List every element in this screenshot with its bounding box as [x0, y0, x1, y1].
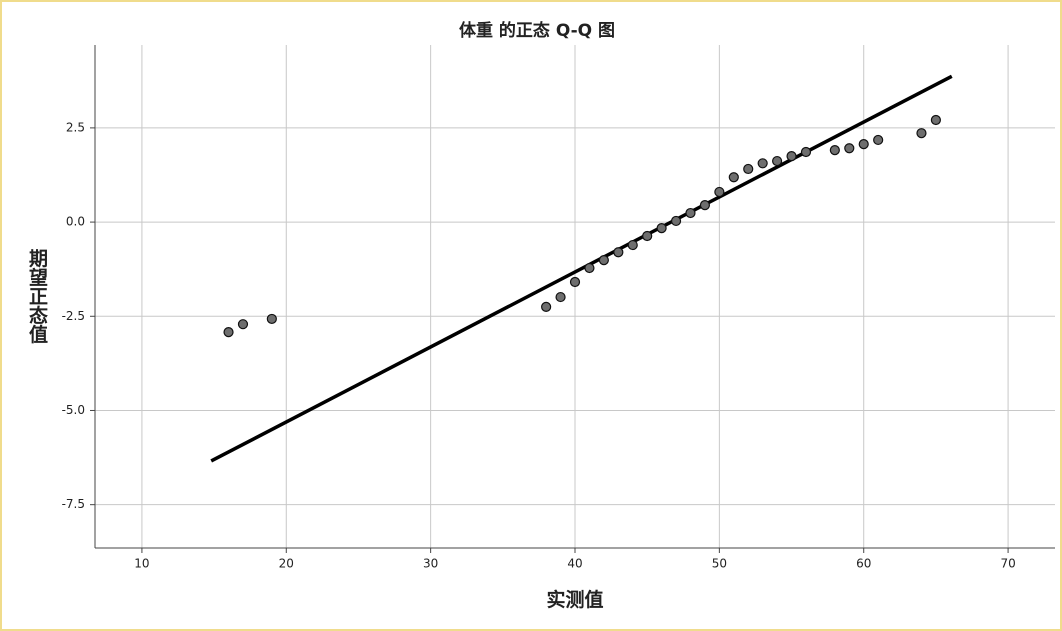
point: [670, 215, 682, 227]
point: [858, 138, 869, 150]
point: [757, 158, 768, 169]
point: [627, 239, 638, 251]
point: [266, 313, 277, 325]
point: [223, 327, 234, 338]
y-axis-label: 期望正态值: [26, 248, 48, 343]
y-tick-label: 0.0: [66, 215, 85, 229]
point: [772, 155, 783, 167]
point: [916, 128, 927, 139]
x-tick-label: 30: [423, 557, 438, 571]
point: [800, 146, 812, 158]
point: [555, 291, 566, 303]
x-tick-label: 20: [279, 557, 294, 571]
point: [786, 151, 797, 162]
point: [656, 223, 667, 234]
point: [844, 143, 855, 154]
x-tick-label: 10: [134, 557, 149, 571]
point: [584, 262, 595, 274]
point: [685, 207, 696, 219]
y-tick-label: -2.5: [62, 309, 85, 323]
point: [743, 163, 754, 175]
point: [613, 247, 624, 258]
y-tick-label: -5.0: [62, 403, 85, 417]
point: [237, 319, 249, 330]
reference-line: [210, 74, 953, 463]
x-tick-label: 70: [1000, 557, 1015, 571]
point: [541, 301, 552, 312]
x-tick-label: 60: [856, 557, 871, 571]
x-tick-label: 50: [712, 557, 727, 571]
point: [699, 200, 711, 211]
point: [930, 114, 942, 126]
x-tick-label: 40: [567, 557, 582, 571]
point: [829, 145, 840, 156]
y-tick-label: 2.5: [66, 120, 85, 134]
point: [714, 186, 725, 198]
point: [873, 134, 884, 146]
x-axis-label: 实测值: [546, 588, 603, 611]
y-tick-label: -7.5: [62, 497, 85, 511]
point: [569, 276, 581, 288]
chart-title: 体重 的正态 Q-Q 图: [459, 20, 615, 41]
point: [728, 172, 739, 183]
point: [642, 230, 653, 242]
point: [598, 255, 609, 266]
